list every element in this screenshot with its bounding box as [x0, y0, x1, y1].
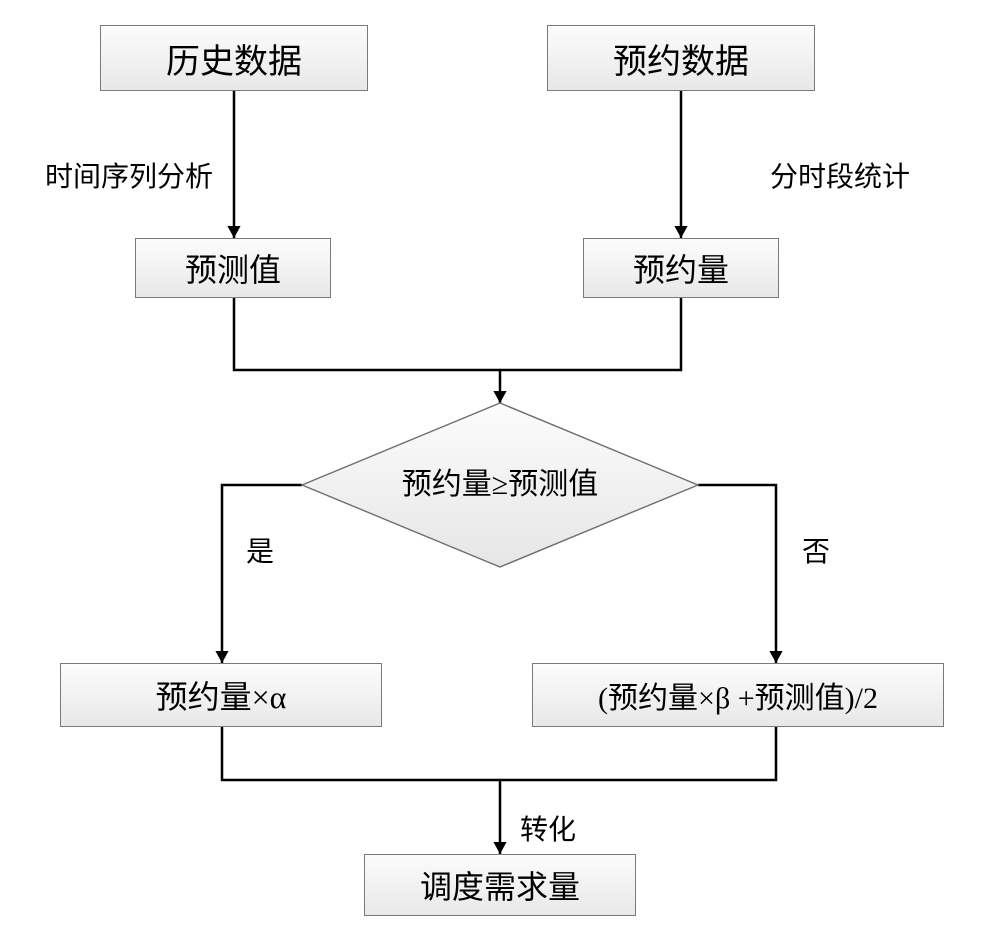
node-n1: 历史数据 — [100, 25, 368, 91]
decision-diamond — [302, 403, 698, 567]
edges-layer — [215, 91, 782, 854]
edge-label-0: 时间序列分析 — [45, 155, 213, 195]
edge-label-4: 是 — [246, 530, 274, 570]
node-label: 调度需求量 — [420, 862, 580, 908]
node-n4: 预约量 — [583, 238, 779, 298]
decision-node: 预约量≥预测值 — [302, 403, 698, 567]
node-n7: 调度需求量 — [364, 854, 636, 916]
node-label: (预约量×β +预测值)/2 — [598, 673, 878, 717]
node-n5: 预约量×α — [60, 663, 382, 727]
edge-label-1: 分时段统计 — [770, 155, 910, 195]
edge-2 — [234, 298, 500, 370]
edge-6 — [222, 727, 500, 780]
node-label: 预约量 — [633, 245, 729, 291]
node-n6: (预约量×β +预测值)/2 — [532, 663, 944, 727]
node-label: 历史数据 — [166, 34, 302, 83]
node-n3: 预测值 — [135, 238, 331, 298]
node-label: 预测值 — [185, 245, 281, 291]
node-n2: 预约数据 — [547, 25, 815, 91]
edge-4 — [222, 485, 302, 663]
node-label: 预约数据 — [613, 34, 749, 83]
edge-3 — [500, 298, 681, 403]
decision-label: 预约量≥预测值 — [402, 468, 598, 501]
node-label: 预约量×α — [156, 672, 287, 718]
edge-label-7: 转化 — [520, 808, 576, 848]
edge-5 — [698, 485, 776, 663]
edge-label-5: 否 — [802, 530, 830, 570]
flowchart-canvas: 预约量≥预测值 历史数据 预约数据预测值 预约量预约量×α (预约量×β +预测值)/… — [0, 0, 1000, 936]
